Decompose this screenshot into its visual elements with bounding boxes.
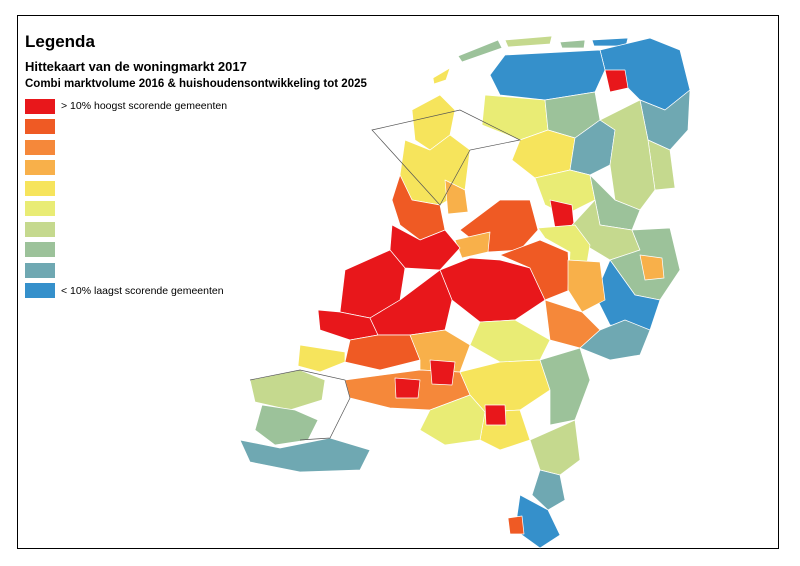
coast-outline [249, 369, 351, 441]
legend-swatch [25, 283, 55, 299]
legend-item [25, 199, 367, 220]
legend-swatch [25, 221, 55, 237]
region-breda [394, 377, 421, 399]
region-maastricht [507, 515, 525, 535]
legend-swatch [25, 242, 55, 258]
region-groningen-city [604, 69, 629, 93]
legend-swatch [25, 160, 55, 176]
legend-label: > 10% hoogst scorende gemeenten [61, 100, 228, 113]
region-voorne [297, 344, 346, 373]
legend-item [25, 158, 367, 179]
legend-swatch [25, 262, 55, 278]
legend-swatch [25, 201, 55, 217]
legend-swatch [25, 139, 55, 155]
legend-swatch [25, 98, 55, 114]
map-outlines [249, 109, 522, 441]
legend-item [25, 260, 367, 281]
island-vlieland [457, 39, 503, 63]
legend-classes: > 10% hoogst scorende gemeenten < 10% la… [25, 96, 367, 301]
legend-swatch [25, 119, 55, 135]
legend-label: < 10% laagst scorende gemeenten [61, 284, 224, 297]
region-almere [454, 231, 491, 259]
legend-item [25, 178, 367, 199]
region-schouwen [249, 369, 326, 411]
municipality-regions [239, 35, 691, 549]
legend-item: < 10% laagst scorende gemeenten [25, 281, 367, 302]
region-roermond [531, 469, 566, 511]
island-terschelling [504, 35, 553, 48]
legend-item [25, 117, 367, 138]
region-apeldoorn [567, 259, 606, 313]
legend-item [25, 219, 367, 240]
legend-item [25, 240, 367, 261]
legend-title: Legenda [25, 32, 95, 51]
region-enschede [639, 254, 665, 281]
region-tilburg [429, 359, 456, 386]
map-description: Combi marktvolume 2016 & huishoudensontw… [25, 78, 367, 90]
map-title: Hittekaart van de woningmarkt 2017 [25, 59, 247, 74]
legend-swatch [25, 180, 55, 196]
region-rotterdam [344, 334, 421, 371]
region-rivierenland [469, 319, 551, 363]
region-kempen [419, 394, 486, 446]
legend-item: > 10% hoogst scorende gemeenten [25, 96, 367, 117]
region-walcheren [254, 404, 319, 446]
legend: Legenda Hittekaart van de woningmarkt 20… [25, 32, 367, 301]
legend-item [25, 137, 367, 158]
region-eindhoven [484, 404, 507, 426]
ijsselmeer-outline [371, 109, 522, 206]
region-friesland-north [489, 49, 606, 101]
island-ameland [559, 39, 586, 49]
region-hoorn [444, 179, 469, 215]
island-texel [432, 67, 451, 85]
region-zeeuws-vlaanderen [239, 437, 371, 473]
region-peel [529, 419, 581, 476]
